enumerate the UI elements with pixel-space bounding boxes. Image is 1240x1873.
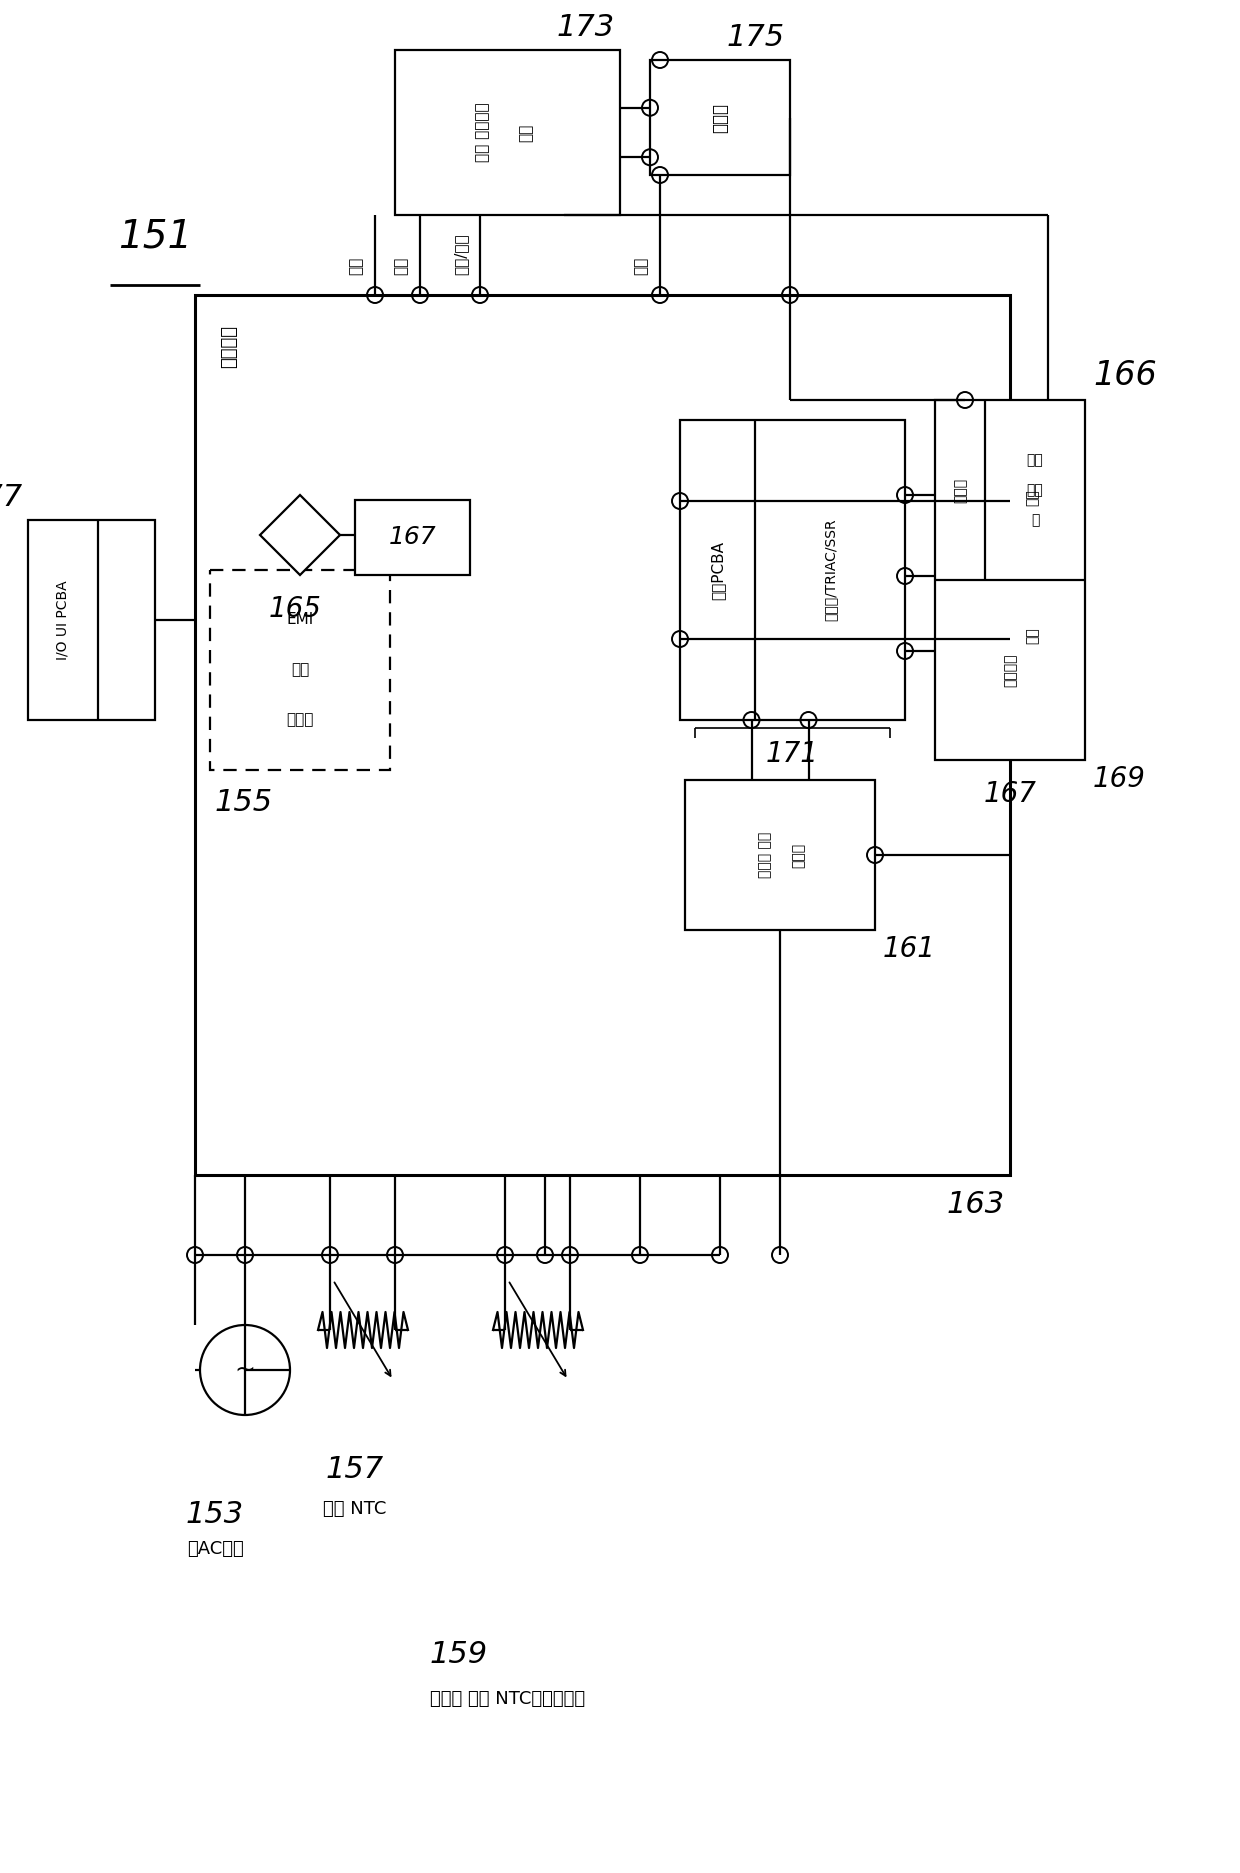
Circle shape [200,1324,290,1414]
Text: 157: 157 [326,1455,384,1483]
Text: 165: 165 [269,596,321,624]
Text: 储等: 储等 [518,124,533,142]
Text: 加热器 状态: 加热器 状态 [758,832,773,878]
Text: 177: 177 [0,483,24,511]
Bar [210,569,391,770]
Text: 电源PCBA: 电源PCBA [711,541,725,599]
Text: 继电器/TRIAC/SSR: 继电器/TRIAC/SSR [823,519,837,622]
Bar [684,779,875,931]
Bar [680,420,905,719]
Text: 低: 低 [1030,513,1039,526]
Text: 主加热器: 主加热器 [1003,654,1017,687]
Text: EMI: EMI [286,612,314,627]
Text: 电源: 电源 [291,663,309,678]
Text: 顺序: 顺序 [1025,489,1039,506]
Text: 充电: 充电 [348,257,363,275]
Text: 监控器: 监控器 [791,843,805,867]
Text: 加热器: 加热器 [954,478,967,502]
Text: 电池: 电池 [1027,483,1043,496]
Bar [195,296,1011,1174]
Text: ~: ~ [234,1358,255,1382]
Text: I/O UI PCBA: I/O UI PCBA [56,581,69,659]
Text: 液体 NTC: 液体 NTC [324,1500,387,1517]
Bar [650,60,790,174]
Text: 状态: 状态 [393,257,408,275]
Polygon shape [260,494,340,575]
Bar [396,51,620,215]
Text: 171: 171 [766,740,818,768]
Text: 混合: 混合 [1027,453,1043,466]
Bar [935,401,1085,760]
Text: 167: 167 [983,779,1037,807]
Text: 166: 166 [1092,360,1157,391]
Text: 173: 173 [557,13,615,41]
Text: 163: 163 [947,1189,1004,1219]
Text: 微控制器: 微控制器 [219,326,238,367]
Text: 供应器: 供应器 [286,712,314,727]
Text: 逆变器: 逆变器 [711,103,729,133]
Text: 161: 161 [883,935,936,963]
Text: 167: 167 [388,526,436,549]
Text: 175: 175 [727,22,785,52]
Text: 温度/充电: 温度/充电 [453,234,467,275]
Text: 151: 151 [118,217,192,255]
Bar [355,500,470,575]
Text: 加热器 表面 NTC（可选的）: 加热器 表面 NTC（可选的） [430,1689,585,1708]
Text: 153: 153 [186,1500,244,1528]
Text: 169: 169 [1092,764,1146,792]
Bar [29,521,155,719]
Text: 电池 超级电容: 电池 超级电容 [475,103,490,163]
Text: 159: 159 [430,1641,489,1669]
Text: 主AC输入: 主AC输入 [187,1540,243,1558]
Text: 控制: 控制 [632,257,649,275]
Text: 155: 155 [215,789,273,817]
Text: 顺序: 顺序 [1025,627,1039,644]
